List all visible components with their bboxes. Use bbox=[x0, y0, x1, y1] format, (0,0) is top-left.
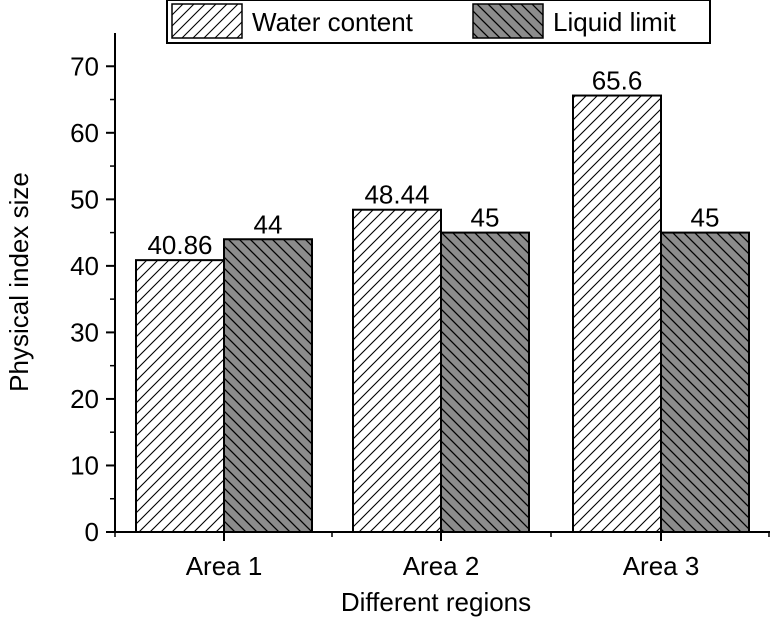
y-tick-label: 0 bbox=[85, 517, 99, 547]
y-tick-label: 30 bbox=[70, 317, 99, 347]
bar-liquid-limit-area-1 bbox=[223, 238, 313, 533]
y-axis-title: Physical index size bbox=[4, 172, 34, 392]
data-label: 40.86 bbox=[147, 230, 212, 260]
data-label: 44 bbox=[254, 209, 283, 239]
y-tick-label: 10 bbox=[70, 450, 99, 480]
x-tick-label: Area 1 bbox=[186, 551, 263, 581]
data-label: 65.6 bbox=[592, 66, 643, 96]
bar-liquid-limit-area-2 bbox=[440, 231, 530, 533]
legend-swatch-water-content bbox=[171, 3, 243, 39]
legend-label-liquid-limit: Liquid limit bbox=[553, 7, 677, 37]
data-label: 45 bbox=[471, 203, 500, 233]
x-axis-title: Different regions bbox=[341, 587, 531, 617]
bars-layer: 40.86 44 48.44 45 65.6 45 bbox=[135, 66, 750, 534]
legend: Water content Liquid limit bbox=[166, 0, 711, 44]
y-tick-label: 60 bbox=[70, 118, 99, 148]
x-tick-label: Area 3 bbox=[623, 551, 700, 581]
data-label: 48.44 bbox=[364, 180, 429, 210]
bar-water-content-area-3 bbox=[572, 94, 662, 534]
bar-liquid-limit-area-3 bbox=[660, 231, 750, 533]
y-tick-label: 20 bbox=[70, 384, 99, 414]
bar-water-content-area-1 bbox=[135, 259, 225, 533]
x-tick-label: Area 2 bbox=[403, 551, 480, 581]
y-tick-label: 50 bbox=[70, 184, 99, 214]
legend-label-water-content: Water content bbox=[252, 7, 414, 37]
bar-water-content-area-2 bbox=[352, 208, 442, 534]
data-label: 45 bbox=[691, 203, 720, 233]
y-tick-label: 70 bbox=[70, 51, 99, 81]
y-tick-label: 40 bbox=[70, 251, 99, 281]
legend-swatch-liquid-limit bbox=[472, 3, 544, 39]
legend-frame bbox=[166, 0, 711, 44]
axes-layer: 0 10 20 30 40 50 60 70 Area 1 Area 2 Area 3 bbox=[70, 33, 770, 581]
